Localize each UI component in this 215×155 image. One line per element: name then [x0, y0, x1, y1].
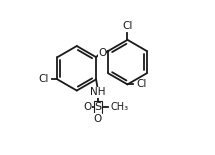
Text: Cl: Cl	[136, 79, 146, 89]
Text: O: O	[84, 102, 92, 112]
Text: O: O	[98, 48, 106, 58]
Text: O: O	[94, 114, 102, 124]
Text: NH: NH	[90, 87, 106, 97]
Text: CH₃: CH₃	[111, 102, 129, 112]
Text: Cl: Cl	[39, 74, 49, 84]
Text: S: S	[94, 102, 101, 112]
Text: Cl: Cl	[122, 21, 133, 31]
